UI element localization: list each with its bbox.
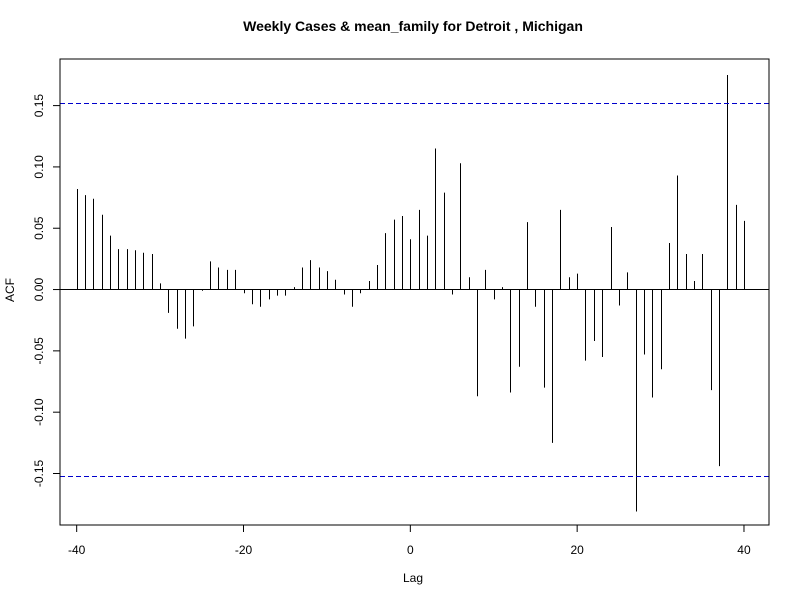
confidence-bounds	[60, 103, 769, 477]
y-tick-label: 0.15	[32, 94, 46, 118]
y-tick-label: -0.10	[32, 398, 46, 426]
y-axis: -0.15 -0.10 -0.05 0.00 0.05 0.10 0.15	[32, 94, 61, 487]
y-tick-label: 0.05	[32, 216, 46, 240]
y-tick-label: -0.05	[32, 337, 46, 365]
acf-bars	[77, 74, 745, 512]
plot-frame	[59, 58, 770, 526]
y-axis-label: ACF	[3, 278, 17, 302]
x-axis: -40 -20 0 20 40	[68, 524, 751, 557]
x-tick-label: -20	[235, 543, 253, 557]
y-tick-label: 0.10	[32, 155, 46, 179]
x-tick-label: 40	[737, 543, 751, 557]
y-tick-label: -0.15	[32, 459, 46, 487]
x-tick-label: -40	[68, 543, 86, 557]
chart-title: Weekly Cases & mean_family for Detroit ,…	[243, 18, 583, 34]
x-tick-label: 0	[407, 543, 414, 557]
y-tick-label: 0.00	[32, 278, 46, 302]
x-tick-label: 20	[570, 543, 584, 557]
x-axis-label: Lag	[403, 571, 423, 585]
